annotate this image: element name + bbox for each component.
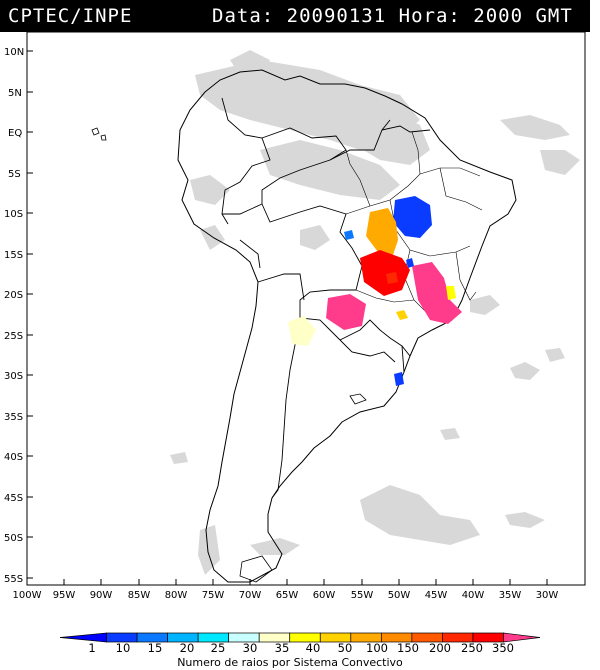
colorbar-segment <box>59 632 107 643</box>
cluster-small-red <box>386 272 398 284</box>
colorbar-label: 150 <box>397 641 419 655</box>
colorbar <box>59 632 541 643</box>
lightning-systems <box>288 196 462 386</box>
lon-label: 30W <box>536 590 559 601</box>
header-date: 20090131 <box>286 5 387 27</box>
header-org: CPTEC/INPE <box>8 5 133 27</box>
lat-label: 15S <box>4 250 23 261</box>
colorbar-label: 200 <box>429 641 451 655</box>
lon-label: 60W <box>313 590 336 601</box>
lat-label: 40S <box>4 452 23 463</box>
colorbar-caption: Numero de raios por Sistema Convectivo <box>177 656 403 669</box>
colorbar-label: 250 <box>461 641 483 655</box>
lon-label: 45W <box>425 590 448 601</box>
header-data-label: Data: <box>212 5 275 27</box>
continent-outline <box>177 69 517 583</box>
lat-label: 10S <box>4 209 23 220</box>
lat-label: 35S <box>4 412 23 423</box>
lat-label: 55S <box>4 574 23 585</box>
lon-label: 50W <box>388 590 411 601</box>
colorbar-label: 350 <box>492 641 514 655</box>
islands <box>91 127 367 583</box>
colorbar-label: 50 <box>338 641 353 655</box>
lat-ticks <box>27 50 33 579</box>
lon-label: 40W <box>462 590 485 601</box>
lon-label: 35W <box>499 590 522 601</box>
cluster-blue <box>393 196 432 238</box>
lat-labels: 10N 5N EQ 5S 10S 15S 20S 25S 30S 35S 40S… <box>4 47 24 585</box>
cluster-yellow-small <box>446 286 456 300</box>
colorbar-segment <box>503 632 541 643</box>
lon-label: 100W <box>13 590 42 601</box>
lat-label: 30S <box>4 371 23 382</box>
country-borders <box>221 97 431 499</box>
cluster-pink-east <box>412 262 462 324</box>
colorbar-label: 15 <box>148 641 163 655</box>
lat-label: 5N <box>8 88 22 99</box>
lat-label: 10N <box>4 47 24 58</box>
lon-label: 90W <box>90 590 113 601</box>
cluster-small-blue-1 <box>344 230 354 240</box>
header-hora-label: Hora: <box>398 5 461 27</box>
colorbar-label: 30 <box>243 641 258 655</box>
lon-ticks <box>26 579 548 585</box>
colorbar-label: 100 <box>366 641 388 655</box>
cluster-small-blue-2 <box>406 258 414 268</box>
header-time: 2000 GMT <box>473 5 573 27</box>
lat-label: 25S <box>4 331 23 342</box>
colorbar-label: 1 <box>88 641 95 655</box>
colorbar-label: 25 <box>211 641 226 655</box>
cluster-red <box>360 250 410 296</box>
lon-labels: 100W 95W 90W 85W 80W 75W 70W 65W 60W 55W… <box>13 590 559 601</box>
lat-label: EQ <box>8 128 22 139</box>
lat-label: 20S <box>4 290 23 301</box>
cluster-yellow <box>288 316 316 346</box>
header-timestamp: Data: 20090131 Hora: 2000 GMT <box>212 5 573 27</box>
lon-label: 85W <box>128 590 151 601</box>
cluster-pink-west <box>326 294 366 330</box>
lon-label: 65W <box>276 590 299 601</box>
lon-label: 75W <box>202 590 225 601</box>
lat-label: 50S <box>4 533 23 544</box>
lon-label: 95W <box>53 590 76 601</box>
cloud-cover <box>170 50 580 575</box>
colorbar-label: 40 <box>306 641 321 655</box>
lon-label: 70W <box>239 590 262 601</box>
colorbar-label: 35 <box>275 641 290 655</box>
cluster-south <box>394 372 404 386</box>
map-frame <box>26 32 586 586</box>
colorbar-label: 20 <box>180 641 195 655</box>
colorbar-label: 10 <box>116 641 131 655</box>
cluster-small-yellow <box>396 310 408 320</box>
lon-label: 80W <box>165 590 188 601</box>
map-canvas: 10N 5N EQ 5S 10S 15S 20S 25S 30S 35S 40S… <box>4 32 586 669</box>
lat-label: 45S <box>4 493 23 504</box>
cluster-orange <box>366 208 398 258</box>
lon-label: 55W <box>351 590 374 601</box>
map-header: CPTEC/INPE Data: 20090131 Hora: 2000 GMT <box>0 0 590 32</box>
colorbar-labels: 1 10 15 20 25 30 35 40 50 100 150 200 25… <box>88 641 514 655</box>
lat-label: 5S <box>8 169 21 180</box>
